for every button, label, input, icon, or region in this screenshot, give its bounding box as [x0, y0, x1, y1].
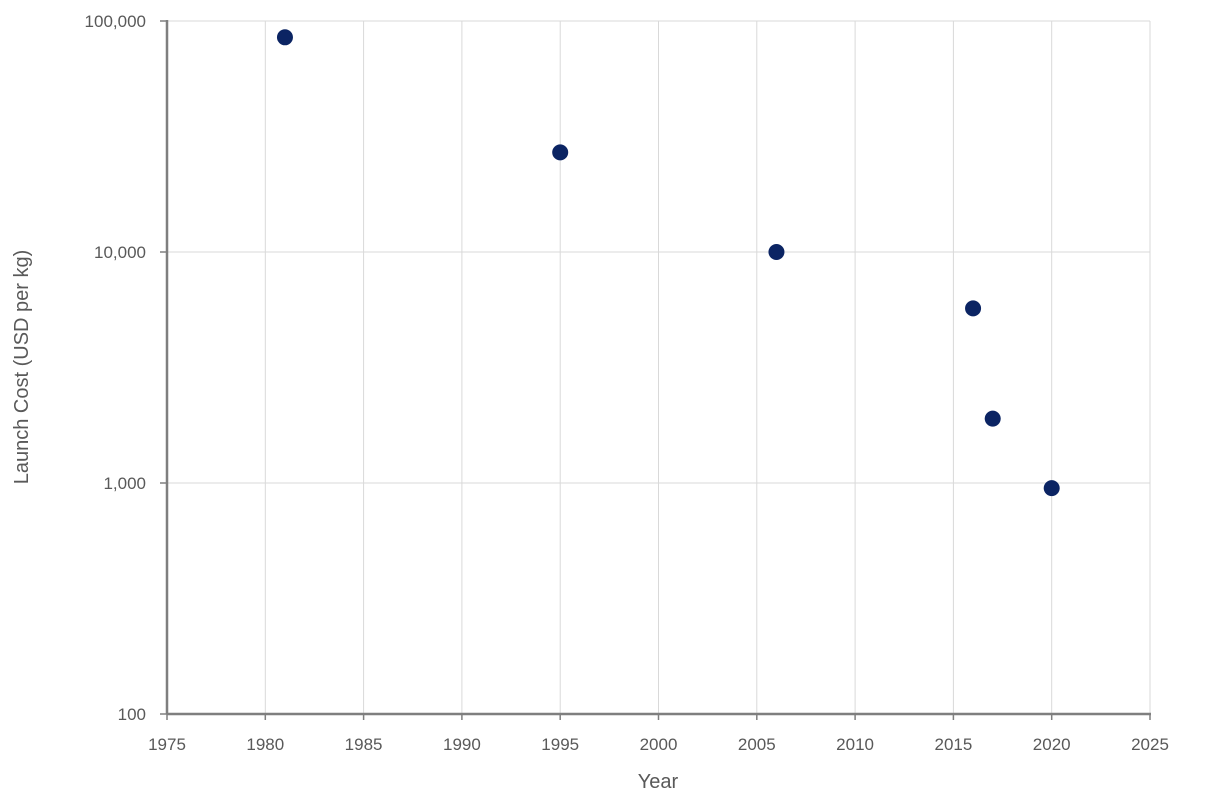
y-tick-label: 1,000 [103, 474, 146, 493]
x-tick-label: 1985 [345, 735, 383, 754]
x-tick-label: 1975 [148, 735, 186, 754]
data-points [276, 29, 1060, 497]
x-tick-label: 1990 [443, 735, 481, 754]
x-tick-label: 2020 [1033, 735, 1071, 754]
data-point [552, 144, 569, 161]
x-tick-label: 1980 [246, 735, 284, 754]
x-tick-label: 2000 [640, 735, 678, 754]
x-tick-label: 2025 [1131, 735, 1169, 754]
data-point [984, 410, 1001, 427]
y-tick-label: 100 [118, 705, 146, 724]
data-point [965, 300, 982, 317]
x-axis-title: Year [638, 771, 679, 793]
gridlines [167, 20, 1151, 714]
y-axis-ticks: 100 1,000 10,000 100,000 [85, 12, 167, 724]
x-tick-label: 2015 [934, 735, 972, 754]
data-point [1043, 480, 1060, 497]
y-tick-label: 100,000 [85, 12, 146, 31]
data-point [768, 244, 785, 260]
x-tick-label: 1995 [541, 735, 579, 754]
x-tick-label: 2010 [836, 735, 874, 754]
x-axis-ticks: 1975 1980 1985 1990 1995 2000 2005 2010 2015 2020… [148, 714, 1169, 754]
x-tick-label: 2005 [738, 735, 776, 754]
data-point [276, 29, 293, 46]
y-axis-title: Launch Cost (USD per kg) [11, 250, 33, 485]
y-tick-label: 10,000 [94, 243, 146, 262]
